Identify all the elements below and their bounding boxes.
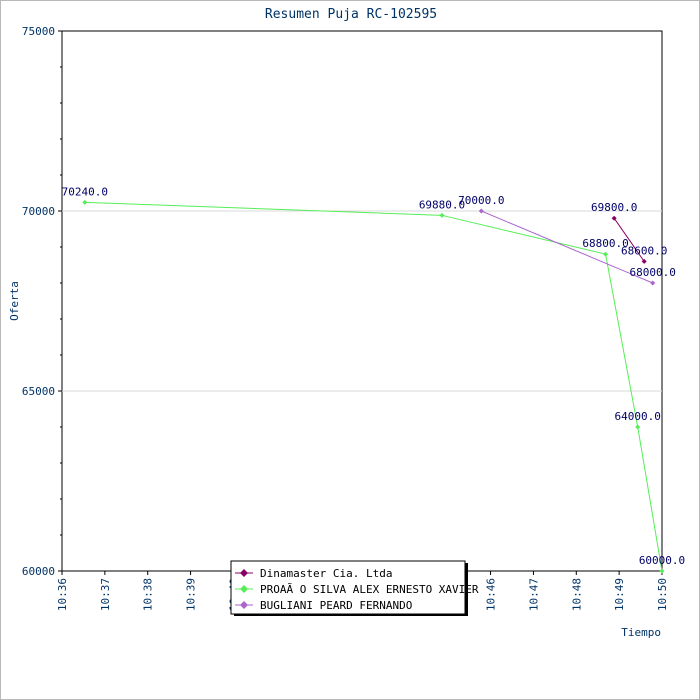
x-tick-label: 10:48 <box>570 578 583 611</box>
legend-items: Dinamaster Cia. Ltda PROAÃ O SILVA ALEX E… <box>235 567 479 612</box>
data-label: 69800.0 <box>591 201 637 214</box>
legend-marker <box>240 585 248 593</box>
series-line <box>613 217 645 262</box>
x-tick-label: 10:38 <box>142 578 155 611</box>
data-point <box>635 424 641 430</box>
data-label: 68000.0 <box>630 266 676 279</box>
y-axis-title: Oferta <box>8 281 21 321</box>
data-label: 70240.0 <box>62 185 108 198</box>
y-tick-label: 65000 <box>22 385 55 398</box>
x-tick-label: 10:37 <box>99 578 112 611</box>
data-point <box>611 215 617 221</box>
data-label: 70000.0 <box>458 194 504 207</box>
data-label: 68800.0 <box>582 237 628 250</box>
data-point <box>439 212 445 218</box>
data-point <box>650 280 656 286</box>
legend-label: BUGLIANI PEARD FERNANDO <box>260 599 412 612</box>
data-point <box>478 208 484 214</box>
data-point <box>659 568 665 574</box>
data-label: 64000.0 <box>615 410 661 423</box>
x-tick-label: 10:50 <box>656 578 669 611</box>
series-lines <box>82 199 665 574</box>
chart-title: Resumen Puja RC-102595 <box>265 7 437 22</box>
data-label: 60000.0 <box>639 554 685 567</box>
x-tick-label: 10:49 <box>613 578 626 611</box>
y-tick-label: 70000 <box>22 205 55 218</box>
y-tick-label: 60000 <box>22 565 55 578</box>
x-tick-label: 10:36 <box>56 578 69 611</box>
legend: Dinamaster Cia. Ltda PROAÃ O SILVA ALEX E… <box>230 560 479 616</box>
data-point <box>82 199 88 205</box>
x-tick-label: 10:46 <box>485 578 498 611</box>
legend-marker <box>240 601 248 609</box>
x-tick-label: 10:47 <box>527 578 540 611</box>
data-point <box>603 251 609 257</box>
grid-lines <box>62 210 662 392</box>
y-tick-label: 75000 <box>22 25 55 38</box>
legend-box <box>230 560 466 615</box>
x-axis-title: Tiempo <box>621 626 661 639</box>
data-label: 68600.0 <box>621 244 667 257</box>
series-line <box>481 210 653 284</box>
data-label: 69880.0 <box>419 198 465 211</box>
legend-marker <box>240 569 248 577</box>
x-tick-label: 10:39 <box>185 578 198 611</box>
legend-label: Dinamaster Cia. Ltda <box>260 567 392 580</box>
data-labels: 69800.0 68600.0 70240.0 69880.0 68800.0 64000… <box>62 185 686 567</box>
plot-area <box>61 30 663 572</box>
data-point <box>641 258 647 264</box>
legend-label: PROAÃ O SILVA ALEX ERNESTO XAVIER <box>260 583 479 596</box>
